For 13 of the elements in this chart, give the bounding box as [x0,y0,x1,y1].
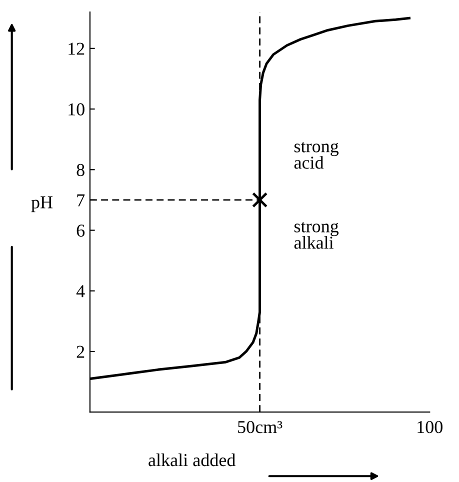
y-tick-label: 12 [68,42,84,55]
y-tick-label: 7 [77,194,85,206]
annotation: strong alkali [294,222,339,249]
annotation: strong acid [294,142,339,169]
y-tick-label: 8 [76,164,84,176]
y-axis-title: pH [31,196,53,212]
y-tick-label: 6 [76,224,85,237]
y-tick-label: 2 [76,346,84,358]
x-axis-title: alkali added [148,453,236,466]
x-tick-label: 50cm³ [238,420,282,434]
x-tick-label: 100 [418,420,442,434]
y-tick-label: 10 [68,103,84,116]
y-tick-label: 4 [76,285,85,298]
